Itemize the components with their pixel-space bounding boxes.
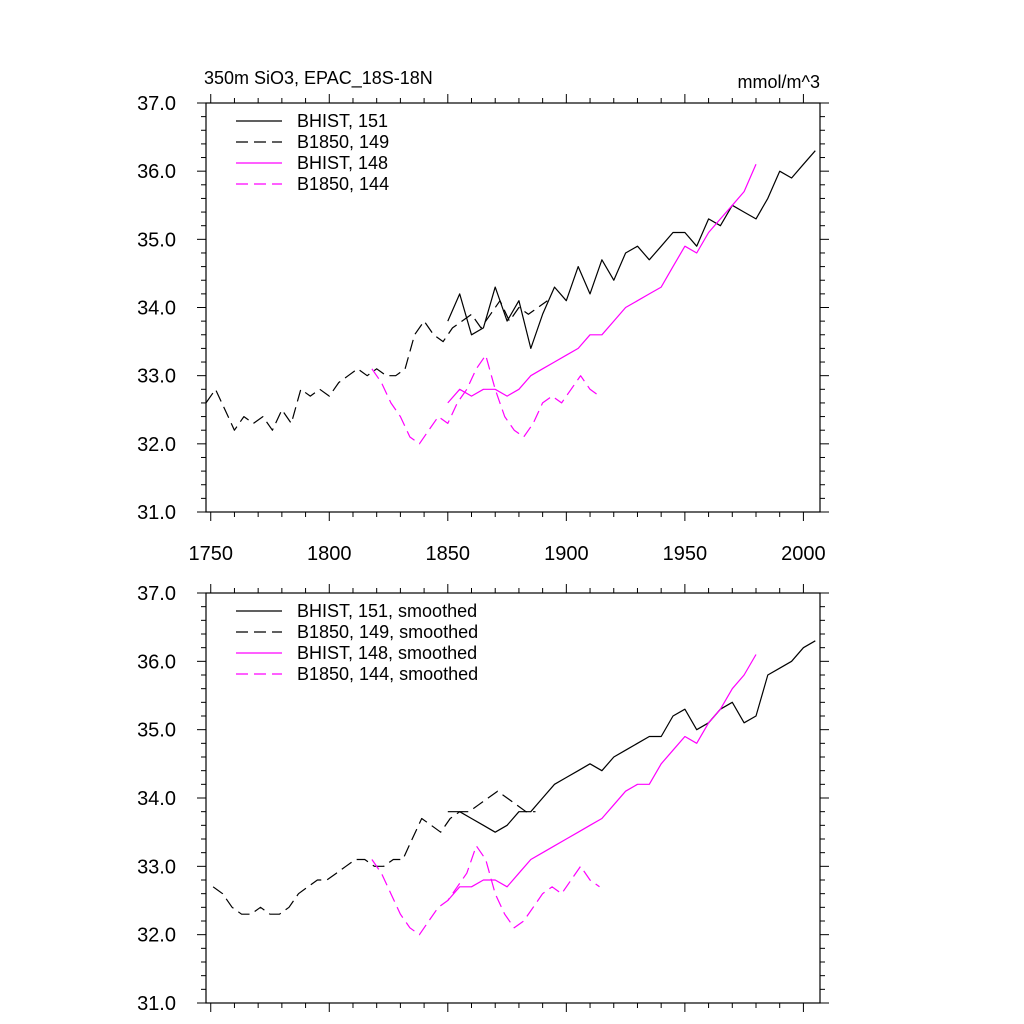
y-tick-label: 37.0 (137, 93, 176, 115)
legend-label: B1850, 144, smoothed (297, 664, 478, 684)
y-tick-label: 34.0 (137, 788, 176, 810)
series-line-0 (447, 640, 816, 833)
legend-label: BHIST, 151 (297, 111, 388, 131)
top-panel: 350m SiO3, EPAC_18S-18N mmol/m^3 1750 180… (137, 68, 829, 565)
y-tick-label: 36.0 (137, 161, 176, 183)
y-tick-label: 37.0 (137, 583, 176, 605)
y-tick-label: 35.0 (137, 720, 176, 742)
x-tick-label: 1750 (188, 543, 233, 565)
legend-label: BHIST, 148, smoothed (297, 643, 477, 663)
y-tick-label: 32.0 (137, 434, 176, 456)
y-tick-label: 33.0 (137, 856, 176, 878)
top-chart-title: 350m SiO3, EPAC_18S-18N (204, 68, 433, 89)
series-line-1 (205, 300, 548, 431)
y-tick-label: 35.0 (137, 229, 176, 251)
x-tick-label: 1800 (307, 543, 352, 565)
y-tick-label: 33.0 (137, 366, 176, 388)
series-line-2 (447, 654, 757, 901)
legend-label: B1850, 149 (297, 132, 389, 152)
series-line-0 (447, 150, 816, 349)
x-tick-label: 1950 (663, 543, 708, 565)
top-chart-units: mmol/m^3 (738, 72, 820, 92)
y-tick-label: 31.0 (137, 993, 176, 1015)
x-tick-label: 1900 (544, 543, 589, 565)
y-tick-label: 36.0 (137, 651, 176, 673)
legend-label: B1850, 144 (297, 174, 389, 194)
x-tick-label: 2000 (781, 543, 826, 565)
x-tick-label: 1850 (426, 543, 471, 565)
series-line-1 (212, 790, 536, 915)
legend-label: BHIST, 151, smoothed (297, 601, 477, 621)
y-tick-label: 32.0 (137, 925, 176, 947)
y-tick-label: 34.0 (137, 298, 176, 320)
y-tick-label: 31.0 (137, 502, 176, 524)
legend-label: BHIST, 148 (297, 153, 388, 173)
series-line-3 (371, 845, 600, 936)
legend-label: B1850, 149, smoothed (297, 622, 478, 642)
bottom-panel: 31.0 32.0 33.0 34.0 35.0 36.0 37.0 BHIST, 151, … (137, 583, 829, 1015)
series-line-2 (447, 164, 757, 404)
series-line-3 (371, 354, 600, 445)
